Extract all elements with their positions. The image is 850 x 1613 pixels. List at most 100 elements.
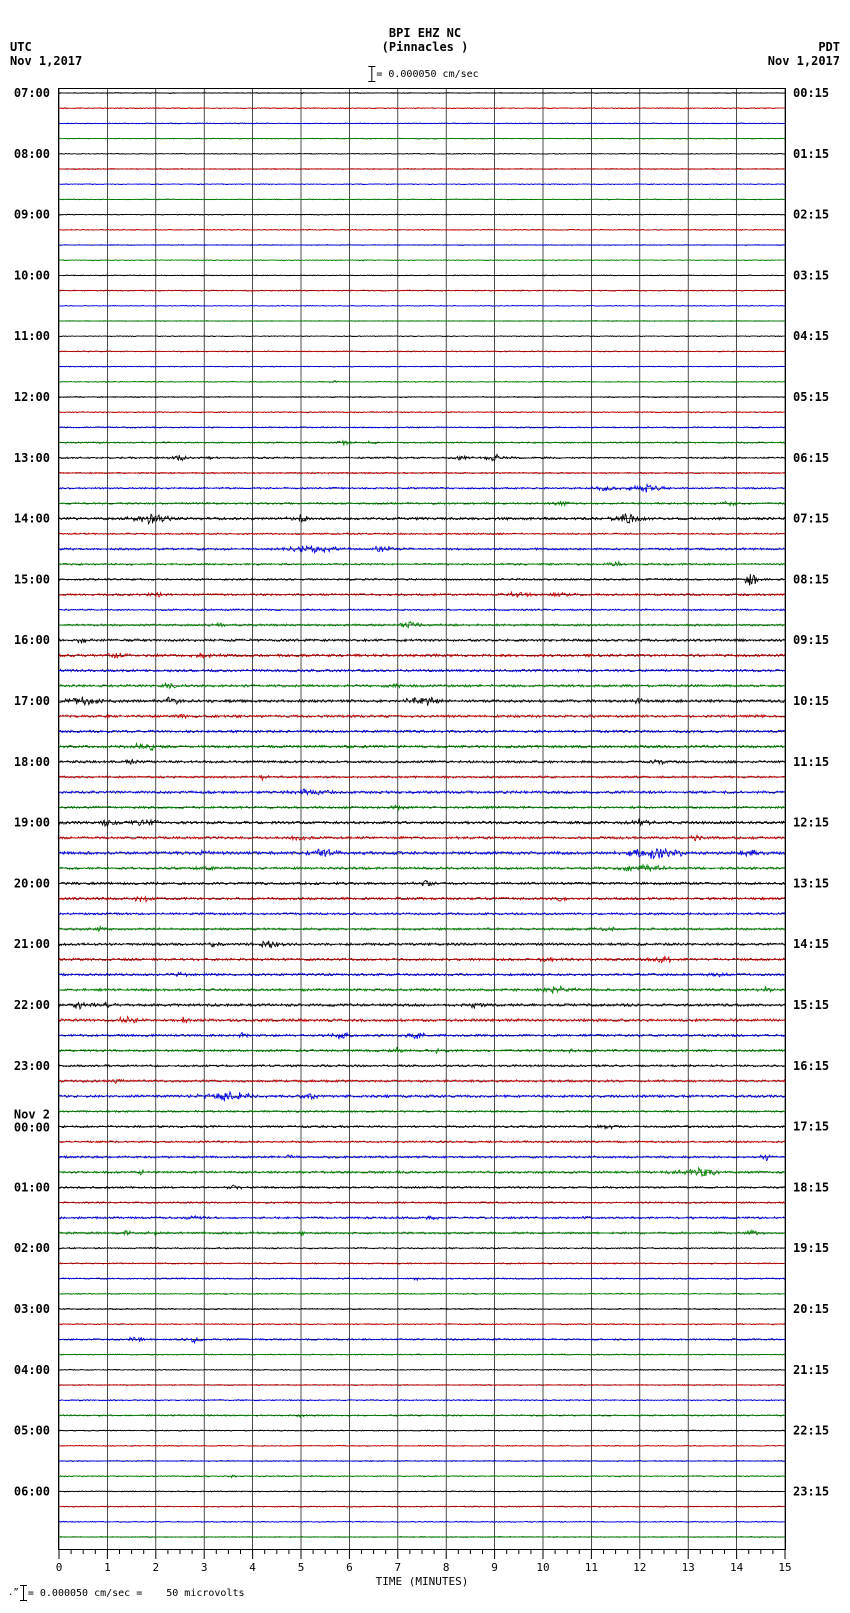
seismic-trace: [59, 1002, 785, 1009]
left-hour-label: 08:00: [14, 147, 50, 161]
station-code: BPI EHZ NC: [0, 26, 850, 40]
left-hour-label: 14:00: [14, 512, 50, 526]
left-hour-label: 03:00: [14, 1302, 50, 1316]
x-tick-label: 13: [682, 1561, 695, 1574]
left-hour-label: 05:00: [14, 1424, 50, 1438]
seismic-trace: [59, 412, 785, 413]
right-hour-label: 03:15: [793, 268, 829, 282]
seismic-trace: [59, 1263, 785, 1264]
left-hour-label: 23:00: [14, 1059, 50, 1073]
x-tick-label: 15: [778, 1561, 791, 1574]
right-hour-label: 05:15: [793, 390, 829, 404]
seismic-trace: [59, 1111, 785, 1113]
x-tick-label: 0: [56, 1561, 63, 1574]
right-hour-label: 01:15: [793, 147, 829, 161]
left-hour-label: 07:00: [14, 86, 50, 100]
seismic-trace: [59, 427, 785, 428]
x-tick-label: 5: [298, 1561, 305, 1574]
x-axis-label: TIME (MINUTES): [376, 1575, 469, 1588]
tz-right-date: Nov 1,2017: [768, 54, 840, 68]
seismic-trace: [59, 849, 785, 859]
right-hour-label: 06:15: [793, 451, 829, 465]
seismic-trace: [59, 776, 785, 781]
left-hour-label: 16:00: [14, 633, 50, 647]
plot-area: 07:0008:0009:0010:0011:0012:0013:0014:00…: [58, 88, 786, 1550]
left-hour-label: 06:00: [14, 1484, 50, 1498]
x-tick-label: 4: [249, 1561, 256, 1574]
x-tick-label: 2: [152, 1561, 159, 1574]
left-hour-label: 13:00: [14, 451, 50, 465]
seismic-trace: [59, 941, 785, 948]
location-name: (Pinnacles ): [0, 40, 850, 54]
seismic-trace: [59, 956, 785, 962]
x-tick-label: 8: [443, 1561, 450, 1574]
x-tick-label: 9: [491, 1561, 498, 1574]
x-tick-label: 14: [730, 1561, 744, 1574]
left-hour-label-sub: 00:00: [14, 1121, 50, 1135]
right-hour-label: 00:15: [793, 86, 829, 100]
left-hour-label: 01:00: [14, 1180, 50, 1194]
footer-nib: .”: [8, 1588, 19, 1598]
seismic-trace: [59, 501, 785, 505]
seismic-trace: [59, 1400, 785, 1401]
left-hour-label: 21:00: [14, 937, 50, 951]
left-hour-label: 02:00: [14, 1241, 50, 1255]
right-hour-label: 23:15: [793, 1484, 829, 1498]
x-tick-label: 7: [394, 1561, 401, 1574]
x-tick-label: 1: [104, 1561, 111, 1574]
scale-bar-icon: [371, 66, 372, 82]
footer-scale: .” = 0.000050 cm/sec = 50 microvolts: [8, 1585, 245, 1601]
right-hour-label: 19:15: [793, 1241, 829, 1255]
left-hour-label: 09:00: [14, 208, 50, 222]
right-hour-label: 16:15: [793, 1059, 829, 1073]
tz-right: PDT: [818, 40, 840, 54]
seismic-trace: [59, 1337, 785, 1343]
x-tick-label: 6: [346, 1561, 353, 1574]
right-hour-label: 17:15: [793, 1120, 829, 1134]
seismic-trace: [59, 986, 785, 994]
seismic-trace: [59, 1079, 785, 1083]
right-hour-label: 11:15: [793, 755, 829, 769]
right-hour-label: 09:15: [793, 633, 829, 647]
right-hour-label: 04:15: [793, 329, 829, 343]
left-hour-label: 12:00: [14, 390, 50, 404]
seismic-trace: [59, 609, 785, 611]
left-hour-label: 19:00: [14, 816, 50, 830]
right-hour-label: 13:15: [793, 876, 829, 890]
amplitude-scale-indicator: = 0.000050 cm/sec: [371, 66, 478, 82]
seismogram-container: BPI EHZ NC (Pinnacles ) = 0.000050 cm/se…: [0, 0, 850, 1613]
seismic-trace: [59, 1155, 785, 1161]
right-hour-label: 14:15: [793, 937, 829, 951]
footer-scale-bar-icon: [23, 1585, 24, 1601]
seismogram-svg: 07:0008:0009:0010:0011:0012:0013:0014:00…: [59, 89, 785, 1549]
seismic-trace: [59, 639, 785, 643]
left-hour-label: 22:00: [14, 998, 50, 1012]
left-hour-label: 18:00: [14, 755, 50, 769]
seismic-trace: [59, 562, 785, 566]
amplitude-scale-text: = 0.000050 cm/sec: [376, 69, 478, 80]
left-hour-label: Nov 2: [14, 1108, 50, 1122]
seismic-trace: [59, 865, 785, 871]
seismic-trace: [59, 441, 785, 446]
seismic-trace: [59, 880, 785, 886]
seismic-trace: [59, 1293, 785, 1294]
seismic-trace: [59, 1141, 785, 1143]
left-hour-label: 04:00: [14, 1363, 50, 1377]
right-hour-label: 18:15: [793, 1180, 829, 1194]
left-hour-label: 17:00: [14, 694, 50, 708]
tz-left-date: Nov 1,2017: [10, 54, 82, 68]
seismic-trace: [59, 819, 785, 827]
tz-left: UTC: [10, 40, 32, 54]
x-tick-label: 10: [536, 1561, 549, 1574]
seismic-trace: [59, 897, 785, 902]
seismic-trace: [59, 1216, 785, 1220]
seismic-trace: [59, 485, 785, 493]
seismic-trace: [59, 805, 785, 810]
footer-microvolts: 50 microvolts: [166, 1588, 244, 1599]
right-hour-label: 22:15: [793, 1424, 829, 1438]
right-hour-label: 02:15: [793, 208, 829, 222]
right-hour-label: 21:15: [793, 1363, 829, 1377]
seismic-trace: [59, 533, 785, 535]
right-hour-label: 08:15: [793, 572, 829, 586]
right-hour-label: 07:15: [793, 512, 829, 526]
